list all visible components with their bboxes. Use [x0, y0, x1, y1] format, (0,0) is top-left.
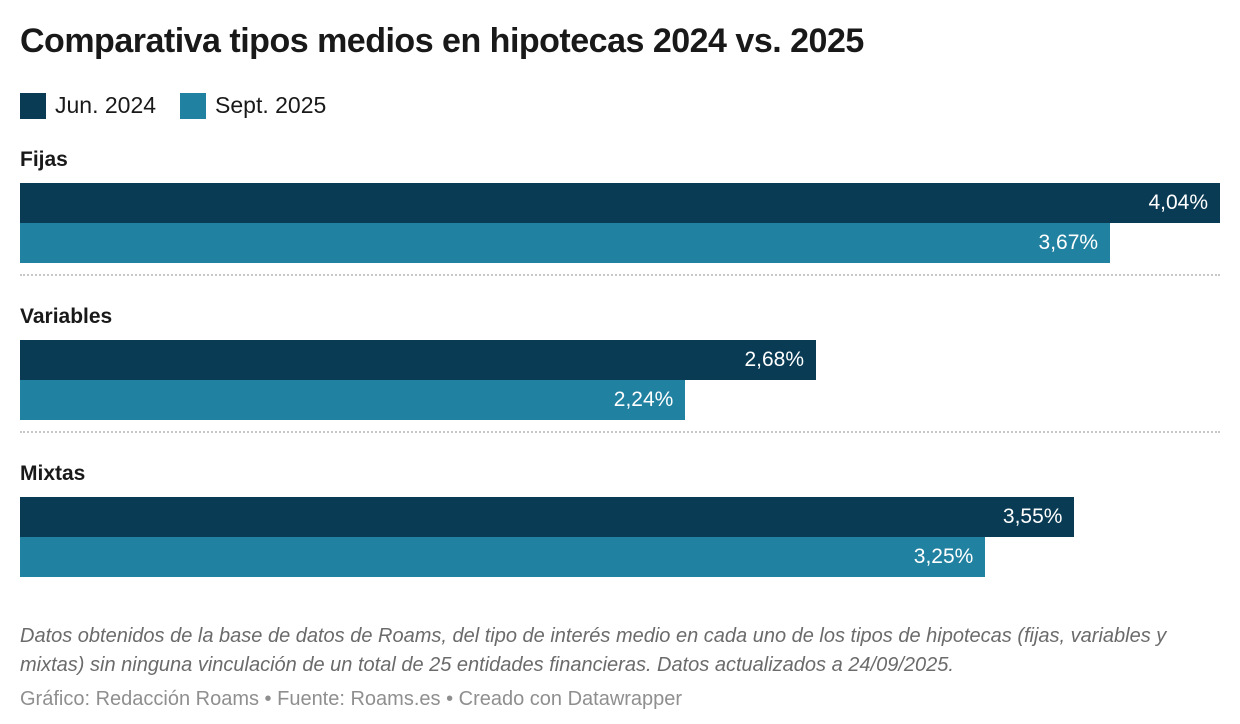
- bar-sept-2025-mixtas: 3,25%: [20, 537, 986, 577]
- bar-group-fijas: Fijas 4,04% 3,67%: [20, 148, 1220, 263]
- legend-item-jun-2024: Jun. 2024: [20, 92, 156, 119]
- bar-sept-2025-fijas: 3,67%: [20, 223, 1111, 263]
- bar-value-label: 4,04%: [1148, 191, 1208, 214]
- bars-variables: 2,68% 2,24%: [20, 340, 1220, 420]
- bar-jun-2024-mixtas: 3,55%: [20, 497, 1075, 537]
- bar-value-label: 2,24%: [613, 388, 674, 411]
- legend-label: Sept. 2025: [215, 92, 327, 118]
- group-label-fijas: Fijas: [20, 148, 68, 171]
- notes-text: Datos obtenidos de la base de datos de R…: [20, 625, 1167, 676]
- byline: Gráfico: Redacción Roams • Fuente: Roams…: [20, 688, 683, 710]
- group-label-variables: Variables: [20, 305, 113, 328]
- page-title: Comparativa tipos medios en hipotecas 20…: [20, 22, 864, 60]
- bar-sept-2025-variables: 2,24%: [20, 380, 686, 420]
- bar-jun-2024-fijas: 4,04%: [20, 183, 1220, 223]
- legend-swatch-icon: [180, 92, 207, 119]
- group-separator: [20, 274, 1220, 276]
- bar-group-mixtas: Mixtas 3,55% 3,25%: [20, 462, 1220, 577]
- bar-group-variables: Variables 2,68% 2,24%: [20, 305, 1220, 420]
- bar-value-label: 3,55%: [1002, 505, 1063, 528]
- legend-swatch-icon: [20, 92, 46, 119]
- bar-value-label: 3,25%: [913, 545, 974, 568]
- bar-value-label: 2,68%: [744, 348, 805, 371]
- bars-mixtas: 3,55% 3,25%: [20, 497, 1220, 577]
- chart: Fijas 4,04% 3,67% Variables 2,68% 2,24% Mixtas…: [20, 148, 1220, 577]
- bar-jun-2024-variables: 2,68%: [20, 340, 817, 380]
- bars-fijas: 4,04% 3,67%: [20, 183, 1220, 263]
- group-separator: [20, 431, 1220, 433]
- bar-value-label: 3,67%: [1038, 231, 1099, 254]
- legend-label: Jun. 2024: [55, 92, 157, 118]
- legend-item-sept-2025: Sept. 2025: [180, 92, 326, 119]
- group-label-mixtas: Mixtas: [20, 462, 86, 485]
- legend: Jun. 2024 Sept. 2025: [20, 92, 1220, 119]
